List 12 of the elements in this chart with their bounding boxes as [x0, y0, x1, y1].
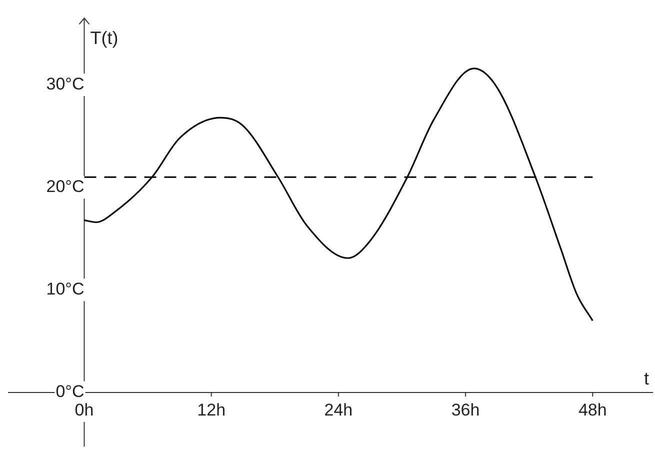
- x-axis-title: t: [644, 368, 649, 388]
- x-tick-label: 0h: [74, 400, 94, 420]
- y-tick-label: 20°C: [46, 177, 84, 196]
- y-axis-title: T(t): [90, 28, 118, 48]
- x-tick-label: 48h: [578, 400, 607, 420]
- y-tick-label: 0°C: [56, 382, 84, 402]
- line-series: [83, 68, 594, 322]
- x-tick-label: 12h: [197, 400, 226, 420]
- y-tick-label: 10°C: [46, 280, 84, 299]
- x-tick-label: 36h: [451, 400, 480, 420]
- x-tick-label: 24h: [324, 400, 353, 420]
- y-tick-label: 30°C: [46, 74, 84, 94]
